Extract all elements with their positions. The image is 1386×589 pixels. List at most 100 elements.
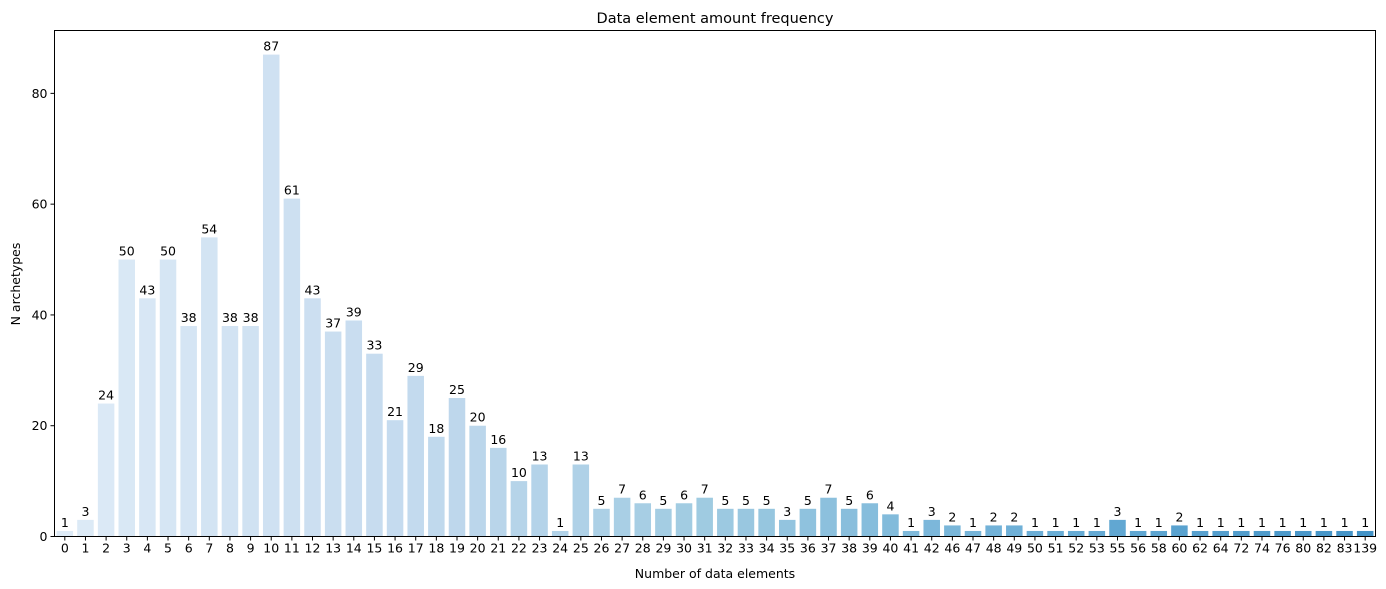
- x-tick-label-37: 37: [821, 541, 837, 556]
- data-label-6: 38: [181, 310, 197, 325]
- data-label-34: 5: [763, 493, 771, 508]
- bar-47: [964, 530, 982, 537]
- bar-21: [490, 447, 507, 537]
- x-tick-label-51: 51: [1048, 541, 1064, 556]
- x-tick-label-25: 25: [573, 541, 589, 556]
- x-tick-label-29: 29: [655, 541, 671, 556]
- bar-62: [1191, 530, 1209, 537]
- bar-49: [1006, 525, 1023, 537]
- data-label-30: 6: [680, 487, 688, 502]
- bar-74: [1253, 530, 1271, 537]
- x-tick-label-58: 58: [1151, 541, 1167, 556]
- x-tick-label-46: 46: [944, 541, 960, 556]
- data-label-139: 1: [1361, 515, 1369, 530]
- data-label-10: 87: [263, 39, 279, 54]
- x-tick-label-6: 6: [185, 541, 193, 556]
- data-label-55: 3: [1114, 504, 1122, 519]
- x-tick-label-74: 74: [1254, 541, 1270, 556]
- bar-17: [407, 375, 424, 537]
- bar-10: [262, 54, 280, 537]
- x-tick-label-17: 17: [408, 541, 424, 556]
- y-tick-label-0: 0: [40, 529, 48, 544]
- x-tick-label-1: 1: [81, 541, 89, 556]
- data-label-82: 1: [1320, 515, 1328, 530]
- x-tick-label-82: 82: [1316, 541, 1332, 556]
- x-tick-label-21: 21: [490, 541, 506, 556]
- chart-title: Data element amount frequency: [597, 11, 834, 27]
- x-tick-label-19: 19: [449, 541, 465, 556]
- x-tick-label-16: 16: [387, 541, 403, 556]
- x-tick-label-34: 34: [759, 541, 775, 556]
- bar-4: [139, 298, 156, 537]
- data-label-27: 7: [618, 482, 626, 497]
- x-tick-label-64: 64: [1213, 541, 1229, 556]
- x-tick-label-12: 12: [305, 541, 321, 556]
- bar-80: [1295, 530, 1312, 537]
- data-label-47: 1: [969, 515, 977, 530]
- x-tick-label-11: 11: [284, 541, 300, 556]
- data-label-9: 38: [243, 310, 259, 325]
- y-tick-label-20: 20: [32, 418, 48, 433]
- x-tick-label-49: 49: [1006, 541, 1022, 556]
- bar-37: [820, 497, 837, 537]
- x-tick-label-60: 60: [1171, 541, 1187, 556]
- bar-3: [118, 259, 135, 537]
- data-label-26: 5: [598, 493, 606, 508]
- bar-72: [1233, 530, 1250, 537]
- x-tick-label-83: 83: [1337, 541, 1353, 556]
- data-label-60: 2: [1175, 509, 1183, 524]
- data-label-80: 1: [1299, 515, 1307, 530]
- bar-15: [366, 353, 383, 537]
- x-axis-ticks: 0 1 2 3 4 5 6 7 8 9 10 11 12 13 14 15 16 17 18 19 20 21 22 23 24…: [61, 536, 1377, 556]
- data-label-49: 2: [1010, 509, 1018, 524]
- bar-16: [386, 420, 404, 537]
- x-tick-label-32: 32: [717, 541, 733, 556]
- bar-33: [737, 508, 755, 537]
- data-label-58: 1: [1155, 515, 1163, 530]
- x-tick-label-5: 5: [164, 541, 172, 556]
- data-label-36: 5: [804, 493, 812, 508]
- x-tick-label-18: 18: [428, 541, 444, 556]
- bar-51: [1047, 530, 1064, 537]
- bar-7: [201, 237, 218, 537]
- plot-frame: [54, 30, 1376, 537]
- bar-40: [882, 514, 899, 537]
- x-tick-label-0: 0: [61, 541, 69, 556]
- x-tick-label-22: 22: [511, 541, 527, 556]
- data-label-72: 1: [1237, 515, 1245, 530]
- data-label-23: 13: [532, 448, 548, 463]
- bar-50: [1026, 530, 1044, 537]
- y-axis-label: N archetypes: [8, 243, 23, 326]
- bar-11: [283, 198, 301, 537]
- bar-14: [345, 320, 363, 537]
- bar-48: [985, 525, 1002, 537]
- x-tick-label-47: 47: [965, 541, 981, 556]
- data-label-16: 21: [387, 404, 403, 419]
- data-label-4: 43: [139, 282, 155, 297]
- bar-18: [428, 436, 445, 537]
- data-label-48: 2: [990, 509, 998, 524]
- bar-5: [159, 259, 177, 537]
- bar-58: [1150, 530, 1168, 537]
- x-tick-label-28: 28: [635, 541, 651, 556]
- x-tick-label-53: 53: [1089, 541, 1105, 556]
- data-label-33: 5: [742, 493, 750, 508]
- data-label-21: 16: [490, 432, 506, 447]
- data-label-41: 1: [907, 515, 915, 530]
- data-label-7: 54: [201, 221, 217, 236]
- x-tick-label-3: 3: [123, 541, 131, 556]
- data-label-52: 1: [1072, 515, 1080, 530]
- x-tick-label-2: 2: [102, 541, 110, 556]
- data-label-56: 1: [1134, 515, 1142, 530]
- data-label-13: 37: [325, 316, 341, 331]
- data-label-62: 1: [1196, 515, 1204, 530]
- bar-36: [799, 508, 817, 537]
- x-tick-label-62: 62: [1192, 541, 1208, 556]
- data-label-15: 33: [366, 338, 382, 353]
- bar-30: [675, 503, 693, 537]
- x-tick-label-13: 13: [325, 541, 341, 556]
- x-tick-label-50: 50: [1027, 541, 1043, 556]
- bar-0: [56, 530, 74, 537]
